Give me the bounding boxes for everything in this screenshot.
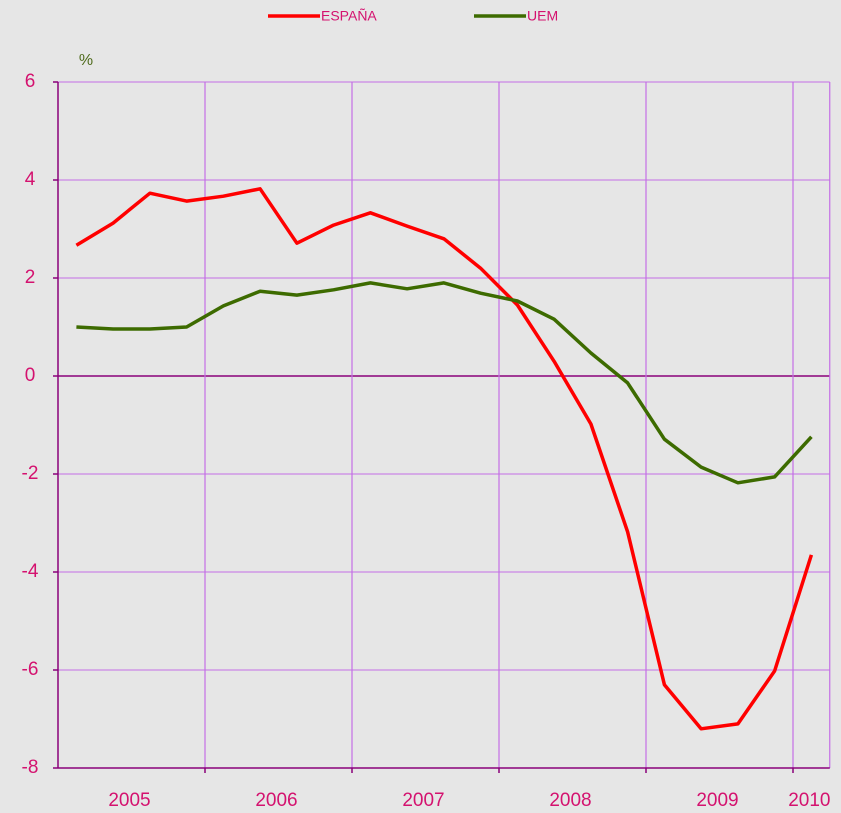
data-line: [75, 187, 814, 731]
y-tick-label: 6: [25, 71, 36, 92]
x-tick-label: 2005: [108, 790, 150, 811]
x-tick-label: 2006: [255, 790, 297, 811]
x-tick-label: 2007: [402, 790, 444, 811]
x-tick-label: 2009: [696, 790, 738, 811]
legend-label: ESPAÑA: [321, 8, 377, 24]
x-tick-label: 2008: [549, 790, 591, 811]
y-unit-label: %: [79, 52, 93, 69]
y-tick-label: 2: [25, 267, 36, 288]
data-line: [76, 281, 813, 485]
y-tick-label: -8: [22, 757, 39, 778]
y-tick-label: -4: [22, 561, 39, 582]
x-tick-label: 2010: [788, 790, 830, 811]
y-tick-label: 0: [25, 365, 36, 386]
y-tick-label: 4: [25, 169, 36, 190]
y-tick-label: -2: [22, 463, 39, 484]
legend-label: UEM: [527, 8, 558, 24]
y-tick-label: -6: [22, 659, 39, 680]
